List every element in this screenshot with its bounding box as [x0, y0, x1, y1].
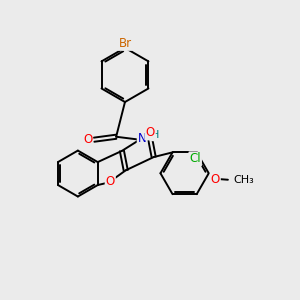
Text: CH₃: CH₃: [233, 175, 254, 185]
Text: N: N: [138, 132, 146, 145]
Text: Cl: Cl: [189, 152, 201, 165]
Text: O: O: [211, 172, 220, 186]
Text: O: O: [106, 175, 115, 188]
Text: O: O: [83, 133, 92, 146]
Text: O: O: [146, 126, 155, 140]
Text: Br: Br: [118, 37, 131, 50]
Text: H: H: [151, 130, 159, 140]
